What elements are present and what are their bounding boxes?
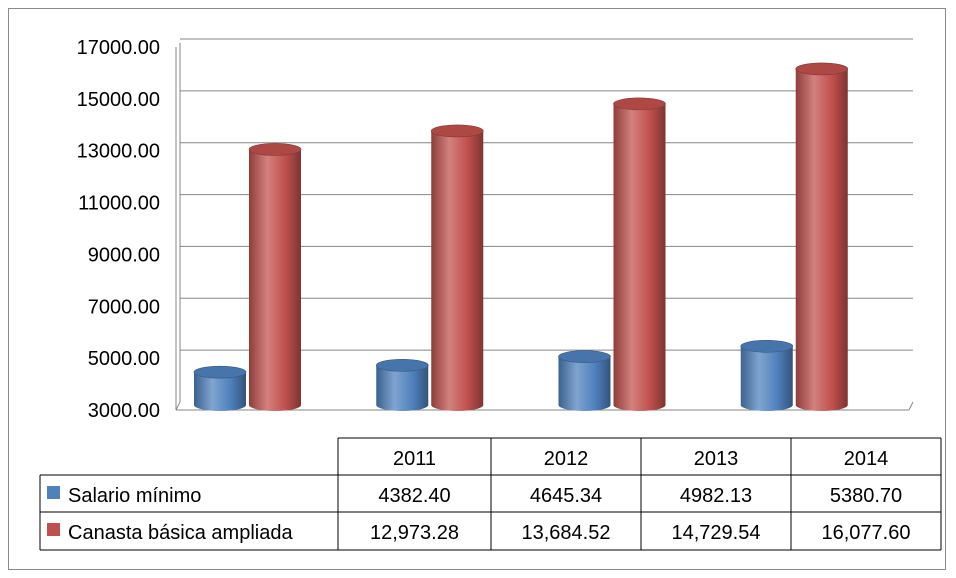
table-cell-value: 4645.34 [530, 485, 602, 507]
bar-canasta-2014 [795, 62, 849, 412]
bar-top [193, 365, 247, 379]
y-tick-label: 11000.00 [78, 193, 160, 215]
bar-salario-2013 [558, 350, 611, 411]
y-tick-label: 17000.00 [77, 37, 160, 59]
bar-canasta-2012 [430, 124, 484, 412]
bar-body [431, 130, 484, 412]
bar-salario-2011 [193, 365, 247, 411]
table-cell-value: 12,973.28 [370, 522, 459, 544]
table-cell-value: 14,729.54 [672, 522, 761, 544]
table-header-year: 2014 [844, 448, 889, 470]
bar-top [248, 143, 302, 156]
legend-key-canasta [47, 523, 60, 536]
bar-body [249, 149, 301, 411]
table-header-year: 2011 [393, 448, 436, 470]
table-header-year: 2013 [694, 448, 739, 470]
floor-left-edge [175, 401, 181, 411]
bar-top [558, 350, 611, 363]
y-axis: 3000.00 5000.00 7000.00 9000.00 11000.00 1300… [77, 37, 160, 422]
table-cell-value: 4982.13 [680, 485, 752, 507]
bar-salario-2012 [375, 359, 429, 411]
legend-label: Salario mínimo [68, 485, 201, 507]
bar-body [194, 372, 246, 411]
bars [193, 62, 849, 412]
bar-body [613, 103, 666, 411]
y-tick-label: 5000.00 [88, 348, 160, 370]
plot-walls [175, 43, 914, 411]
bar-salario-2014 [740, 339, 794, 411]
legend-key-salario [47, 486, 60, 499]
y-tick-label: 9000.00 [88, 244, 160, 266]
y-tick-label: 15000.00 [77, 89, 160, 111]
bar-body [558, 356, 611, 411]
y-tick-label: 13000.00 [77, 141, 160, 163]
bar-body [740, 346, 793, 411]
bar-canasta-2011 [248, 143, 302, 411]
y-tick-label: 3000.00 [88, 400, 160, 422]
bar-top [795, 62, 849, 76]
bar-top [375, 359, 429, 372]
table-cell-value: 5380.70 [830, 485, 902, 507]
data-table: 2011 2012 2013 2014 Salario mínimo 4382.40 464… [39, 437, 942, 551]
legend-label: Canasta básica ampliada [68, 522, 293, 544]
bar-top [430, 124, 484, 138]
table-cell-value: 16,077.60 [822, 522, 911, 544]
y-tick-label: 7000.00 [88, 296, 160, 318]
bar-top [613, 97, 666, 111]
table-cell-value: 4382.40 [378, 485, 450, 507]
bar-body [795, 68, 848, 412]
bar-top [740, 339, 794, 353]
bar-body [376, 365, 429, 411]
table-header-year: 2012 [544, 448, 589, 470]
table-cell-value: 13,684.52 [522, 522, 611, 544]
bar-canasta-2013 [613, 97, 666, 411]
floor-right-edge [908, 401, 914, 411]
